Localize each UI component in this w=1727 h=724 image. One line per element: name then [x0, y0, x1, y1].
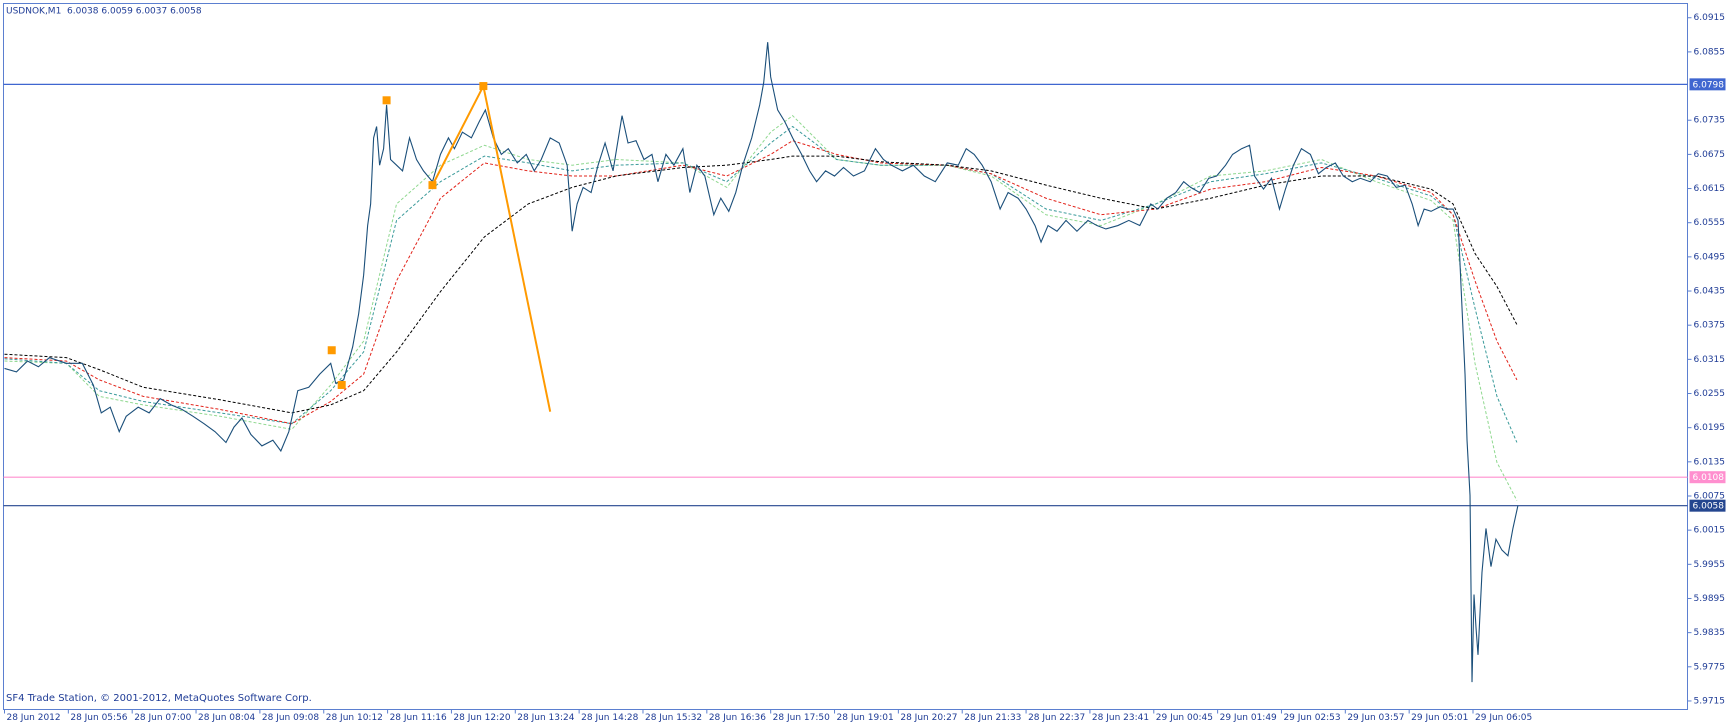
x-tick-label: 29 Jun 01:49 [1220, 713, 1277, 723]
price-label-box [1689, 499, 1726, 512]
chart-title: USDNOK,M1 6.0038 6.0059 6.0037 6.0058 [6, 7, 202, 17]
y-tick-label: 6.0195 [1694, 423, 1726, 433]
x-tick-label: 28 Jun 2012 [6, 713, 60, 723]
y-tick-label: 6.0615 [1694, 184, 1726, 194]
y-tick-label: 6.0075 [1694, 491, 1726, 501]
y-tick-label: 6.0135 [1694, 457, 1726, 467]
x-tick-label: 29 Jun 00:45 [1156, 713, 1213, 723]
x-tick-label: 28 Jun 10:12 [326, 713, 383, 723]
moving-average-line [4, 140, 1518, 425]
footer: SF4 Trade Station, © 2001-2012, MetaQuot… [6, 693, 312, 704]
x-tick-label: 29 Jun 02:53 [1283, 713, 1340, 723]
y-tick-label: 5.9955 [1694, 560, 1726, 570]
drawing-marker [382, 96, 391, 105]
x-tick-label: 28 Jun 17:50 [773, 713, 830, 723]
y-tick-label: 6.0495 [1694, 252, 1726, 262]
y-tick-label: 5.9715 [1694, 696, 1726, 706]
drawing-marker [327, 346, 336, 355]
x-tick-label: 28 Jun 09:08 [262, 713, 319, 723]
y-tick-label: 6.0915 [1694, 13, 1726, 23]
price-line [4, 42, 1519, 683]
x-tick-label: 28 Jun 05:56 [70, 713, 127, 723]
y-tick-label: 6.0015 [1694, 526, 1726, 536]
drawing-marker [428, 181, 437, 190]
y-tick-label: 6.0255 [1694, 389, 1726, 399]
y-tick-label: 5.9775 [1694, 662, 1726, 672]
moving-average-line [4, 155, 1518, 414]
y-tick-label: 6.0435 [1694, 287, 1726, 297]
x-tick-label: 28 Jun 12:20 [453, 713, 510, 723]
x-tick-label: 28 Jun 07:00 [134, 713, 191, 723]
x-tick-label: 28 Jun 15:32 [645, 713, 702, 723]
y-tick-label: 6.0555 [1694, 218, 1726, 228]
price-label-box [1689, 78, 1726, 91]
price-label: 6.0058 [1693, 502, 1725, 512]
plot-border [3, 3, 1688, 710]
x-tick-label: 29 Jun 05:01 [1411, 713, 1468, 723]
x-tick-label: 29 Jun 06:05 [1475, 713, 1532, 723]
price-label-box [1689, 471, 1726, 484]
y-tick-label: 6.0675 [1694, 150, 1726, 160]
y-tick-label: 6.0375 [1694, 321, 1726, 331]
x-tick-label: 28 Jun 23:41 [1092, 713, 1149, 723]
y-tick-label: 5.9895 [1694, 594, 1726, 604]
x-tick-label: 28 Jun 21:33 [964, 713, 1021, 723]
y-tick-label: 6.0735 [1694, 116, 1726, 126]
price-label: 6.0798 [1693, 80, 1725, 90]
x-tick-label: 28 Jun 08:04 [198, 713, 255, 723]
x-tick-label: 29 Jun 03:57 [1347, 713, 1404, 723]
moving-average-line [4, 125, 1518, 443]
drawing-marker [337, 380, 346, 389]
y-tick-label: 6.0315 [1694, 355, 1726, 365]
price-label: 6.0108 [1693, 473, 1725, 483]
x-tick-label: 28 Jun 11:16 [390, 713, 447, 723]
drawing-marker [479, 82, 488, 91]
y-tick-label: 6.0855 [1694, 47, 1726, 57]
x-tick-label: 28 Jun 14:28 [581, 713, 638, 723]
x-tick-label: 28 Jun 19:01 [837, 713, 894, 723]
x-tick-label: 28 Jun 22:37 [1028, 713, 1085, 723]
x-tick-label: 28 Jun 13:24 [517, 713, 574, 723]
x-tick-label: 28 Jun 20:27 [900, 713, 957, 723]
x-tick-label: 28 Jun 16:36 [709, 713, 766, 723]
moving-average-line [4, 114, 1518, 501]
y-tick-label: 5.9835 [1694, 628, 1726, 638]
